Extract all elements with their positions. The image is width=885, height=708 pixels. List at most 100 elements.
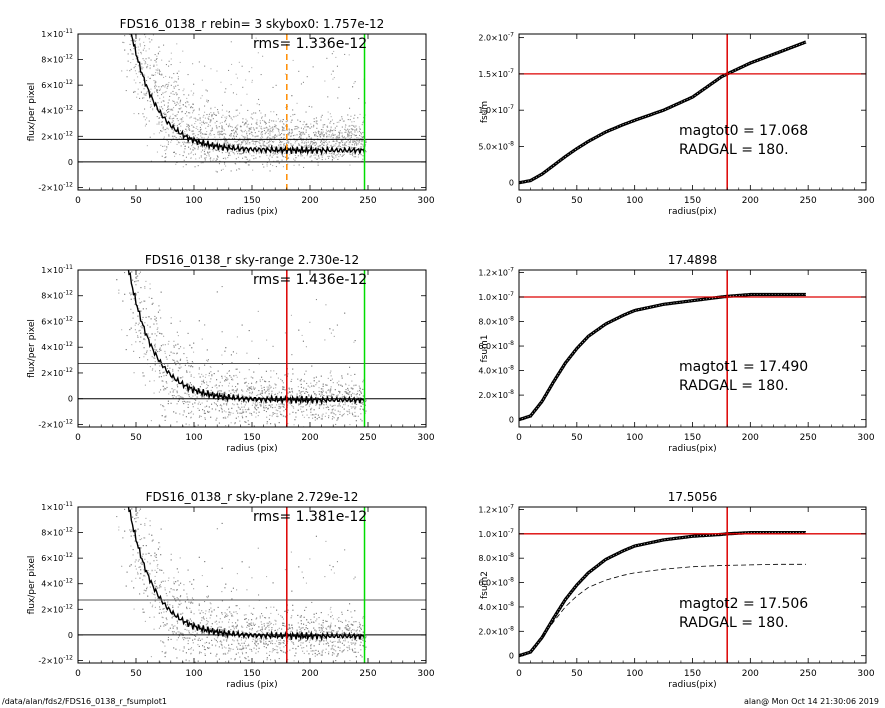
- data-point: [225, 151, 227, 153]
- data-point: [179, 100, 181, 102]
- data-point: [228, 151, 230, 153]
- data-point: [143, 375, 145, 377]
- data-point: [282, 129, 284, 131]
- data-point: [206, 359, 208, 361]
- data-point: [362, 136, 364, 138]
- data-point: [236, 389, 238, 391]
- data-point: [146, 350, 148, 352]
- data-point: [279, 411, 281, 413]
- data-point: [355, 420, 357, 422]
- data-point: [250, 413, 252, 415]
- mean-profile-line: [130, 34, 366, 156]
- data-point: [347, 393, 349, 395]
- data-point: [198, 114, 200, 116]
- data-point: [176, 390, 178, 392]
- data-point: [184, 364, 186, 366]
- x-tick-label: 150: [243, 433, 260, 443]
- data-point: [306, 123, 308, 125]
- data-point: [255, 157, 257, 159]
- data-point: [335, 56, 337, 58]
- x-tick-label: 300: [857, 196, 874, 206]
- data-point: [192, 154, 194, 156]
- data-point: [188, 412, 190, 414]
- data-point: [315, 394, 317, 396]
- data-point: [178, 142, 180, 144]
- data-point: [296, 393, 298, 395]
- data-point: [179, 118, 181, 120]
- data-point: [228, 411, 230, 413]
- data-point: [274, 406, 276, 408]
- data-point: [137, 291, 139, 293]
- data-point: [333, 405, 335, 407]
- data-point: [310, 152, 312, 154]
- data-point: [280, 400, 282, 402]
- data-point: [278, 132, 280, 134]
- data-point: [352, 139, 354, 141]
- data-point: [149, 64, 151, 66]
- data-point: [296, 125, 298, 127]
- data-point: [283, 137, 285, 139]
- data-point: [239, 428, 240, 429]
- data-point: [350, 139, 352, 141]
- data-point: [218, 126, 220, 128]
- data-point: [192, 63, 194, 65]
- data-point: [251, 81, 253, 83]
- data-point: [226, 379, 228, 381]
- data-point: [187, 362, 189, 364]
- data-point: [326, 145, 328, 147]
- data-point: [240, 144, 242, 146]
- data-point: [159, 365, 161, 367]
- data-point: [338, 142, 340, 144]
- data-point: [178, 367, 180, 369]
- x-tick-label: 0: [516, 196, 522, 206]
- data-point: [211, 114, 213, 116]
- data-point: [231, 378, 233, 380]
- data-point: [323, 395, 325, 397]
- data-point: [156, 335, 158, 337]
- data-point: [132, 279, 134, 281]
- data-point: [247, 109, 249, 111]
- data-point: [160, 389, 162, 391]
- data-point: [145, 62, 147, 64]
- data-point: [353, 341, 355, 343]
- data-point: [250, 131, 252, 133]
- data-point: [205, 374, 207, 376]
- data-point: [186, 106, 188, 108]
- y-axis-title: fsum1: [480, 334, 490, 362]
- data-point: [278, 130, 280, 132]
- data-point: [320, 147, 322, 149]
- data-point: [276, 156, 278, 158]
- data-point: [173, 87, 175, 89]
- data-point: [215, 160, 217, 162]
- data-point: [253, 388, 255, 390]
- data-point: [176, 143, 178, 145]
- data-point: [162, 100, 164, 102]
- data-point: [193, 391, 195, 393]
- data-point: [297, 386, 299, 388]
- data-point: [351, 128, 353, 130]
- data-point: [266, 130, 268, 132]
- data-point: [157, 92, 159, 94]
- data-point: [183, 141, 185, 143]
- data-point: [238, 407, 240, 409]
- data-point: [259, 110, 261, 112]
- data-point: [207, 411, 209, 413]
- data-point: [235, 163, 237, 165]
- data-point: [209, 158, 211, 160]
- data-point: [350, 128, 352, 130]
- data-point: [268, 145, 270, 147]
- data-point: [263, 405, 265, 407]
- data-point: [188, 396, 190, 398]
- data-point: [285, 408, 287, 410]
- data-point: [316, 120, 318, 122]
- data-point: [151, 356, 153, 358]
- data-point: [317, 130, 319, 132]
- data-point: [174, 102, 176, 104]
- y-axis-title: flux/per pixel: [27, 319, 37, 378]
- data-point: [150, 96, 152, 98]
- data-point: [251, 155, 253, 157]
- data-point: [183, 347, 185, 349]
- data-point: [200, 131, 202, 133]
- data-point: [315, 141, 317, 143]
- data-point: [281, 392, 283, 394]
